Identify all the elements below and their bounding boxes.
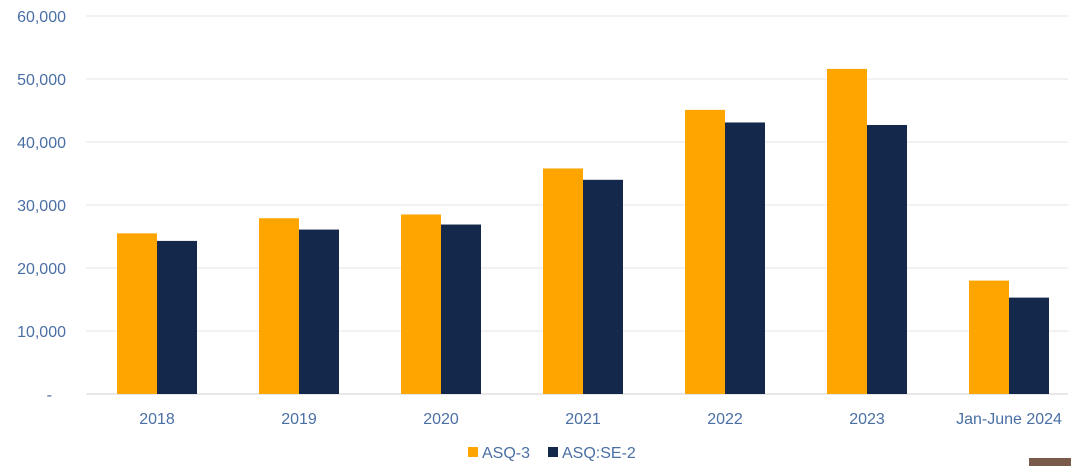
y-tick-label: 30,000	[17, 198, 66, 215]
bar-asq-3-2019	[259, 218, 299, 394]
y-tick-label: 40,000	[17, 135, 66, 152]
x-tick-label: 2018	[139, 411, 175, 428]
y-tick-label: 60,000	[17, 9, 66, 26]
bar-asq-3-2021	[543, 168, 583, 394]
bar-asq-3-2020	[401, 214, 441, 394]
legend-label: ASQ-3	[482, 445, 530, 462]
legend: ASQ-3 ASQ:SE-2	[468, 445, 636, 462]
legend-label: ASQ:SE-2	[562, 445, 636, 462]
x-axis-ticks: 2018 2019 2020 2021 2022 2023 Jan-June 2024	[139, 411, 1062, 428]
bar-asq-se-2-2019	[299, 229, 339, 394]
x-tick-label: Jan-June 2024	[956, 411, 1062, 428]
y-tick-label: 20,000	[17, 261, 66, 278]
x-tick-label: 2023	[849, 411, 885, 428]
x-tick-label: 2020	[423, 411, 459, 428]
y-tick-label: 50,000	[17, 72, 66, 89]
bar-asq-3-2022	[685, 109, 725, 395]
bar-asq-3-2023	[827, 68, 867, 395]
x-tick-label: 2022	[707, 411, 743, 428]
legend-swatch	[468, 447, 478, 457]
corner-artifact	[1029, 458, 1071, 466]
x-tick-label: 2019	[281, 411, 317, 428]
bar-asq-3-2018	[117, 233, 157, 394]
bar-asq-se-2-2021	[583, 179, 623, 394]
x-tick-label: 2021	[565, 411, 601, 428]
y-tick-label: -	[47, 387, 52, 404]
bar-asq-se-2-2018	[157, 240, 197, 394]
legend-swatch	[548, 447, 558, 457]
bar-asq-se-2-jan-june-2024	[1009, 297, 1049, 394]
bar-asq-se-2-2023	[867, 124, 907, 395]
bars	[117, 68, 1049, 395]
y-axis-ticks: - 10,000 20,000 30,000 40,000 50,000 60,000	[17, 9, 66, 404]
bar-asq-se-2-2020	[441, 224, 481, 394]
bar-asq-3-jan-june-2024	[969, 280, 1009, 394]
bar-asq-se-2-2022	[725, 122, 765, 394]
y-tick-label: 10,000	[17, 324, 66, 341]
